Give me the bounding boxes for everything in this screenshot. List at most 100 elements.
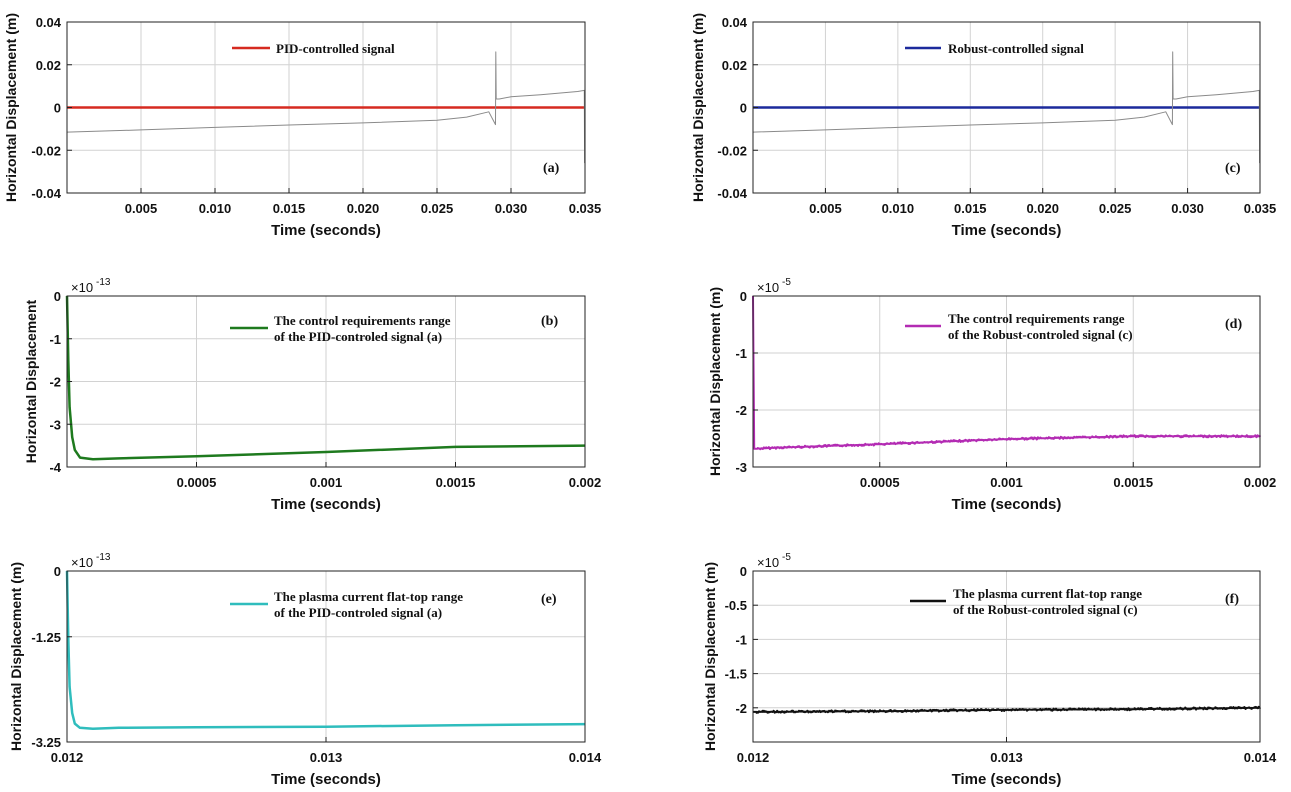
x-tick-label: 0.013 [310, 750, 343, 765]
y-tick-label: -2 [735, 403, 747, 418]
axis-exponent-power: -5 [782, 277, 791, 288]
x-tick-label: 0.015 [954, 201, 987, 216]
axis-exponent-power: -13 [96, 277, 111, 288]
x-tick-label: 0.035 [1244, 201, 1277, 216]
x-axis-label: Time (seconds) [952, 222, 1062, 239]
x-tick-label: 0.025 [1099, 201, 1132, 216]
y-tick-label: -2 [735, 701, 747, 716]
y-tick-label: -3 [735, 460, 747, 475]
y-tick-label: -0.5 [725, 598, 747, 613]
y-tick-label: -1.25 [31, 630, 61, 645]
series-line [65, 570, 586, 731]
y-tick-label: 0.02 [722, 58, 747, 73]
y-tick-label: -0.04 [31, 186, 61, 201]
x-tick-label: 0.020 [347, 201, 380, 216]
y-axis-label: Horizontal Displacement (m) [3, 13, 19, 202]
x-tick-label: 0.030 [495, 201, 528, 216]
x-axis-label: Time (seconds) [952, 496, 1062, 513]
x-axis-label: Time (seconds) [271, 771, 381, 788]
reference-signal-line [66, 51, 586, 164]
y-tick-label: -0.04 [717, 186, 747, 201]
x-tick-label: 0.013 [990, 750, 1023, 765]
chart-panel-c: 0.005 0.010 0.015 0.020 0.025 0.030 0.035-0.04… [690, 13, 1276, 239]
y-tick-label: -0.02 [717, 143, 747, 158]
x-tick-label: 0.014 [569, 750, 602, 765]
axis-exponent-power: -5 [782, 552, 791, 563]
chart-panel-a: 0.005 0.010 0.015 0.020 0.025 0.030 0.035-0.04… [3, 13, 601, 239]
axis-exponent-base: ×10 [71, 555, 93, 570]
x-tick-label: 0.030 [1171, 201, 1204, 216]
y-tick-label: -1 [49, 332, 61, 347]
y-tick-label: -0.02 [31, 143, 61, 158]
legend-entry: of the Robust-controled signal (c) [948, 327, 1133, 342]
x-tick-label: 0.0005 [177, 475, 217, 490]
y-tick-label: -1 [735, 346, 747, 361]
y-tick-label: 0 [54, 289, 61, 304]
chart-panel-e: 0.012 0.013 0.014 -3.25 -1.25 0 ×10 -13 Time (se… [8, 552, 602, 788]
y-axis-label: Horizontal Displacement (m) [702, 562, 718, 751]
y-tick-label: 0.04 [36, 15, 62, 30]
x-tick-label: 0.010 [199, 201, 232, 216]
legend-entry: PID-controlled signal [276, 41, 395, 56]
y-tick-label: -1.5 [725, 667, 747, 682]
legend-entry: of the PID-controled signal (a) [274, 329, 442, 344]
panel-label: (f) [1225, 592, 1239, 607]
panel-label: (c) [1225, 161, 1241, 176]
x-tick-label: 0.0015 [436, 475, 476, 490]
y-axis-label: Horizontal Displacement (m) [707, 287, 723, 476]
y-axis-label: Horizontal Displacement (m) [8, 562, 24, 751]
y-tick-label: -3.25 [31, 735, 61, 750]
series-line [752, 295, 1261, 451]
y-tick-label: 0 [740, 289, 747, 304]
panel-label: (d) [1225, 317, 1242, 332]
axis-exponent-power: -13 [96, 552, 111, 563]
legend-entry: The control requirements range [274, 313, 451, 328]
x-tick-label: 0.002 [569, 475, 602, 490]
y-tick-label: 0 [54, 101, 61, 116]
legend-entry: of the PID-controled signal (a) [274, 605, 442, 620]
reference-signal-line [752, 51, 1261, 164]
series-line [753, 705, 1261, 714]
y-tick-label: -2 [49, 375, 61, 390]
x-axis-label: Time (seconds) [271, 496, 381, 513]
y-axis-label: Horizontal Displacement [23, 299, 39, 463]
x-tick-label: 0.001 [310, 475, 343, 490]
legend-entry: of the Robust-controled signal (c) [953, 602, 1138, 617]
legend-entry: The plasma current flat-top range [953, 586, 1142, 601]
series-line [65, 295, 586, 461]
x-tick-label: 0.025 [421, 201, 454, 216]
legend-entry: Robust-controlled signal [948, 41, 1084, 56]
x-tick-label: 0.015 [273, 201, 306, 216]
legend-entry: The control requirements range [948, 311, 1125, 326]
x-tick-label: 0.005 [125, 201, 158, 216]
x-tick-label: 0.010 [882, 201, 915, 216]
x-tick-label: 0.012 [737, 750, 770, 765]
x-tick-label: 0.012 [51, 750, 84, 765]
legend-entry: The plasma current flat-top range [274, 589, 463, 604]
y-tick-label: 0.04 [722, 15, 748, 30]
x-tick-label: 0.020 [1026, 201, 1059, 216]
x-axis-label: Time (seconds) [271, 222, 381, 239]
x-tick-label: 0.001 [990, 475, 1023, 490]
axis-exponent-base: ×10 [71, 280, 93, 295]
y-tick-label: -1 [735, 632, 747, 647]
chart-panel-f: 0.012 0.013 0.014 -2 -1.5 -1 -0.5 0 ×10 -5 Time (s… [702, 552, 1277, 788]
y-tick-label: 0 [54, 564, 61, 579]
x-tick-label: 0.0015 [1113, 475, 1153, 490]
chart-panel-b: 0.0005 0.001 0.0015 0.002 -4 -3 -2 -1 0 ×10 -13 Tim… [23, 277, 601, 513]
x-tick-label: 0.005 [809, 201, 842, 216]
axis-exponent-base: ×10 [757, 280, 779, 295]
panel-label: (e) [541, 592, 557, 607]
x-tick-label: 0.035 [569, 201, 602, 216]
y-tick-label: 0.02 [36, 58, 61, 73]
y-axis-label: Horizontal Displacement (m) [690, 13, 706, 202]
y-tick-label: -3 [49, 417, 61, 432]
x-tick-label: 0.014 [1244, 750, 1277, 765]
chart-panel-d: 0.0005 0.001 0.0015 0.002 -3 -2 -1 0 ×10 -5 Time (… [707, 277, 1276, 513]
axis-exponent-base: ×10 [757, 555, 779, 570]
panel-label: (b) [541, 314, 558, 329]
y-tick-label: 0 [740, 101, 747, 116]
panel-label: (a) [543, 161, 560, 176]
x-tick-label: 0.0005 [860, 475, 900, 490]
